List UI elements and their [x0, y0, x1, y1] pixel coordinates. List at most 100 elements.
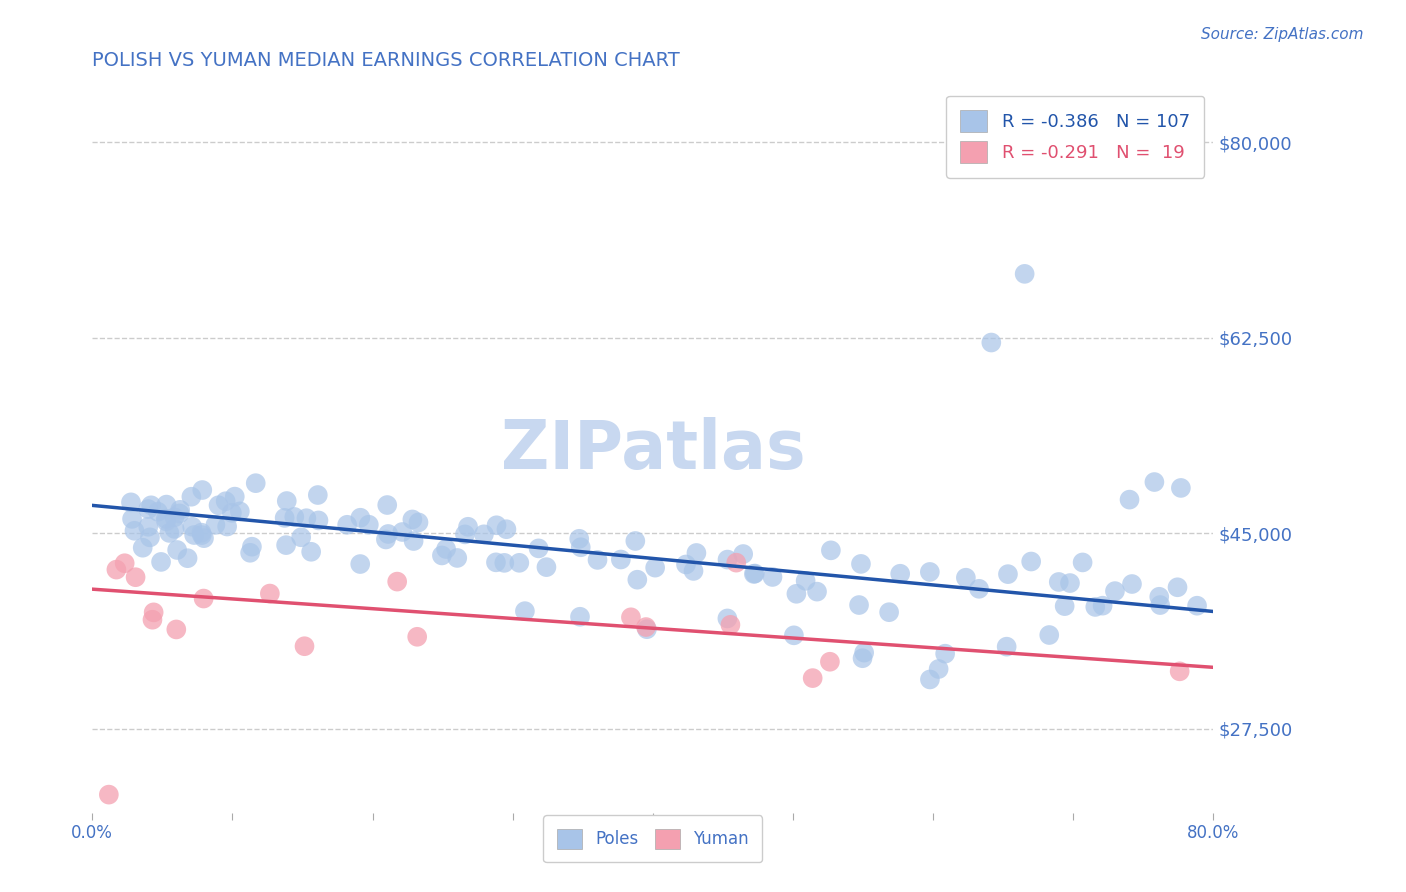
Poles: [733, 547, 755, 561]
Yuman: [720, 617, 742, 632]
Poles: [191, 483, 214, 497]
Poles: [375, 498, 398, 512]
Poles: [472, 527, 495, 541]
Poles: [176, 551, 198, 566]
Poles: [401, 512, 423, 526]
Yuman: [385, 574, 408, 589]
Poles: [1047, 574, 1070, 589]
Poles: [181, 520, 204, 534]
Poles: [402, 534, 425, 549]
Poles: [568, 532, 591, 546]
Poles: [163, 510, 186, 524]
Poles: [204, 517, 226, 532]
Poles: [276, 494, 298, 508]
Poles: [1143, 475, 1166, 489]
Poles: [207, 498, 229, 512]
Poles: [675, 558, 697, 572]
Yuman: [259, 586, 281, 600]
Poles: [918, 673, 941, 687]
Poles: [849, 557, 872, 571]
Poles: [1104, 584, 1126, 599]
Yuman: [97, 788, 120, 802]
Poles: [146, 505, 169, 519]
Poles: [783, 628, 806, 642]
Poles: [485, 555, 508, 569]
Poles: [132, 541, 155, 555]
Yuman: [124, 570, 146, 584]
Poles: [626, 573, 648, 587]
Poles: [1053, 599, 1076, 614]
Poles: [716, 552, 738, 566]
Poles: [644, 560, 666, 574]
Yuman: [818, 655, 841, 669]
Poles: [853, 646, 876, 660]
Poles: [374, 533, 396, 547]
Poles: [1149, 598, 1171, 612]
Poles: [166, 543, 188, 558]
Poles: [454, 527, 477, 541]
Poles: [820, 543, 842, 558]
Legend: Poles, Yuman: Poles, Yuman: [543, 815, 762, 863]
Poles: [508, 556, 530, 570]
Yuman: [1168, 665, 1191, 679]
Poles: [785, 587, 807, 601]
Poles: [997, 567, 1019, 582]
Text: ZIPatlas: ZIPatlas: [501, 417, 806, 483]
Poles: [157, 525, 180, 540]
Poles: [136, 502, 159, 516]
Poles: [1059, 576, 1081, 591]
Poles: [1166, 580, 1188, 594]
Poles: [169, 503, 191, 517]
Poles: [139, 498, 162, 512]
Yuman: [725, 556, 748, 570]
Text: POLISH VS YUMAN MEDIAN EARNINGS CORRELATION CHART: POLISH VS YUMAN MEDIAN EARNINGS CORRELAT…: [93, 51, 681, 70]
Poles: [636, 622, 658, 636]
Poles: [995, 640, 1018, 654]
Poles: [967, 582, 990, 596]
Poles: [336, 517, 359, 532]
Poles: [124, 524, 146, 538]
Poles: [274, 538, 297, 552]
Poles: [169, 507, 191, 521]
Poles: [610, 552, 633, 566]
Poles: [215, 494, 238, 508]
Poles: [224, 490, 246, 504]
Poles: [848, 598, 870, 612]
Poles: [229, 504, 252, 518]
Poles: [685, 546, 707, 560]
Poles: [1170, 481, 1192, 495]
Poles: [183, 528, 205, 542]
Poles: [290, 530, 312, 544]
Poles: [851, 651, 873, 665]
Poles: [239, 546, 262, 560]
Poles: [1121, 577, 1143, 591]
Poles: [299, 545, 322, 559]
Poles: [495, 522, 517, 536]
Poles: [295, 511, 318, 525]
Yuman: [801, 671, 824, 685]
Poles: [761, 570, 783, 584]
Poles: [742, 566, 765, 581]
Poles: [1014, 267, 1036, 281]
Yuman: [193, 591, 215, 606]
Poles: [391, 524, 413, 539]
Poles: [569, 609, 592, 624]
Poles: [457, 520, 479, 534]
Poles: [955, 571, 977, 585]
Poles: [1071, 556, 1094, 570]
Poles: [217, 519, 239, 533]
Poles: [150, 555, 173, 569]
Poles: [434, 541, 457, 556]
Poles: [1185, 599, 1208, 613]
Poles: [308, 513, 330, 527]
Poles: [430, 549, 453, 563]
Yuman: [294, 639, 316, 653]
Poles: [307, 488, 329, 502]
Poles: [155, 514, 177, 528]
Poles: [485, 518, 508, 533]
Poles: [934, 647, 956, 661]
Poles: [240, 540, 263, 554]
Poles: [1019, 555, 1042, 569]
Poles: [1147, 590, 1170, 604]
Poles: [1118, 492, 1140, 507]
